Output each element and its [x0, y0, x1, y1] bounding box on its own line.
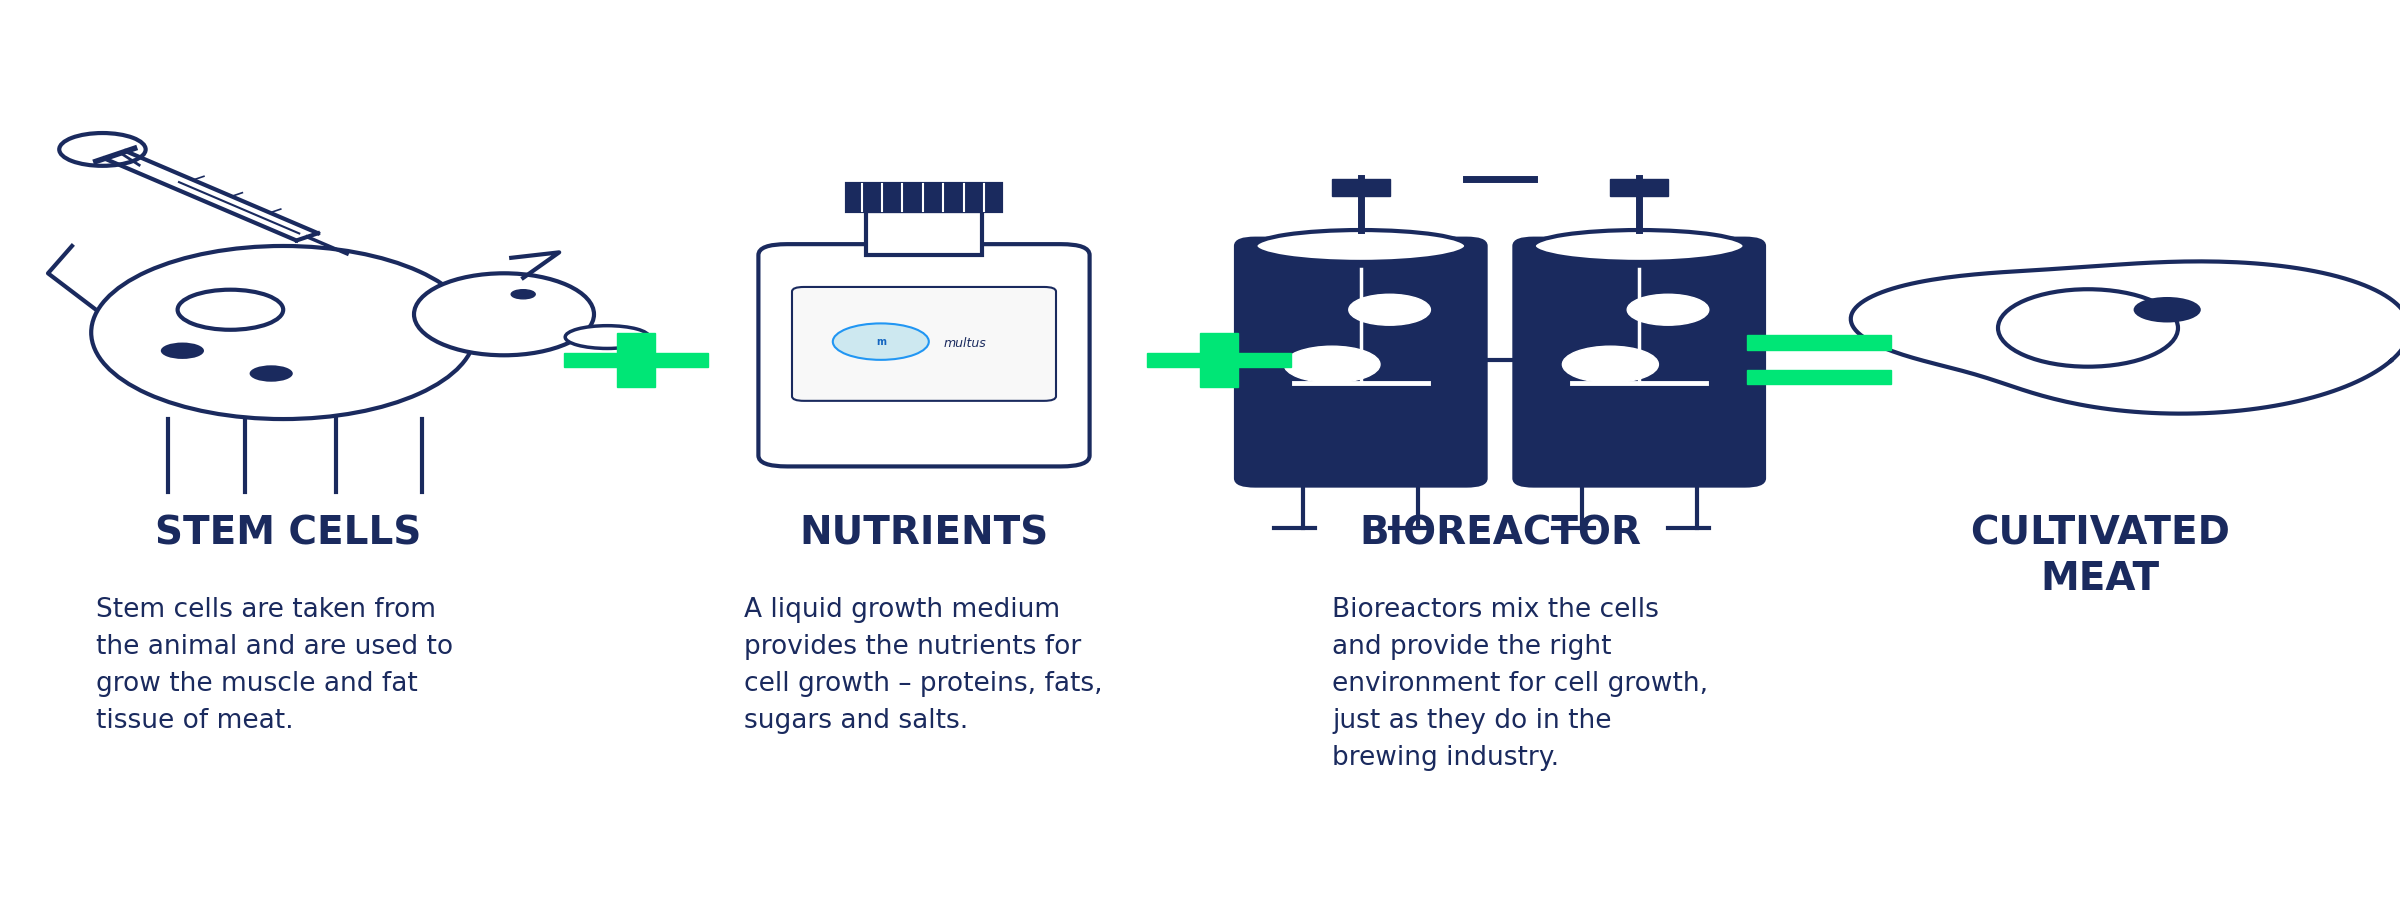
Bar: [564, 353, 708, 367]
Bar: [617, 333, 655, 387]
Circle shape: [2134, 297, 2201, 322]
Circle shape: [1562, 346, 1658, 383]
Ellipse shape: [415, 273, 595, 355]
FancyBboxPatch shape: [866, 211, 982, 255]
Circle shape: [511, 290, 535, 299]
Text: STEM CELLS: STEM CELLS: [156, 515, 420, 553]
FancyBboxPatch shape: [758, 244, 1090, 466]
Ellipse shape: [566, 325, 648, 349]
Ellipse shape: [1534, 230, 1745, 262]
FancyBboxPatch shape: [847, 184, 1001, 211]
Text: NUTRIENTS: NUTRIENTS: [799, 515, 1049, 553]
Text: Bioreactors mix the cells
and provide the right
environment for cell growth,
jus: Bioreactors mix the cells and provide th…: [1332, 597, 1709, 771]
Bar: [1747, 335, 1891, 350]
Text: BIOREACTOR: BIOREACTOR: [1358, 515, 1642, 553]
Text: multus: multus: [943, 337, 986, 350]
FancyBboxPatch shape: [792, 287, 1056, 401]
Circle shape: [161, 343, 204, 359]
Text: CULTIVATED
MEAT: CULTIVATED MEAT: [1970, 515, 2230, 599]
FancyBboxPatch shape: [1332, 179, 1390, 196]
Bar: [1747, 370, 1891, 384]
Text: m: m: [876, 337, 886, 346]
Circle shape: [1284, 346, 1380, 383]
Text: A liquid growth medium
provides the nutrients for
cell growth – proteins, fats,
: A liquid growth medium provides the nutr…: [744, 597, 1102, 733]
Ellipse shape: [1255, 230, 1466, 262]
Bar: [1147, 353, 1291, 367]
Circle shape: [1349, 294, 1430, 325]
Circle shape: [250, 365, 293, 382]
Circle shape: [833, 323, 929, 360]
FancyBboxPatch shape: [1514, 239, 1764, 486]
FancyBboxPatch shape: [1236, 239, 1486, 486]
Circle shape: [1627, 294, 1709, 325]
FancyBboxPatch shape: [1610, 179, 1668, 196]
Ellipse shape: [91, 246, 475, 419]
Text: Stem cells are taken from
the animal and are used to
grow the muscle and fat
tis: Stem cells are taken from the animal and…: [96, 597, 454, 733]
Polygon shape: [1850, 261, 2400, 414]
Bar: [1200, 333, 1238, 387]
